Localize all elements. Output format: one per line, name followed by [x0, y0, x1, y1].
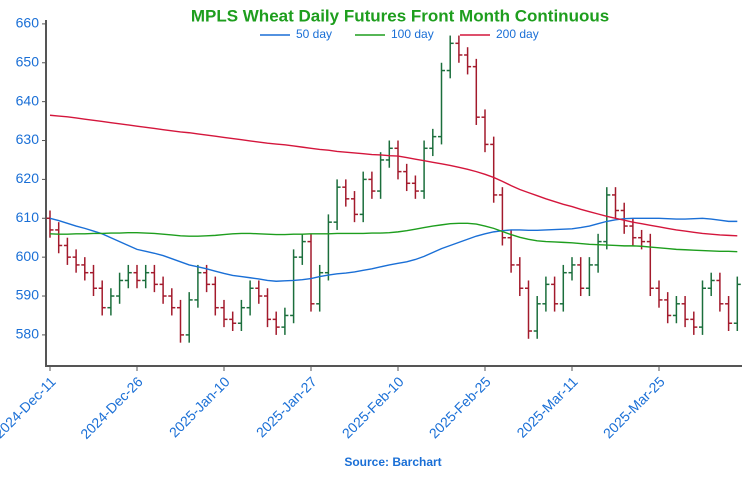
- y-tick-label: 590: [16, 287, 40, 303]
- y-tick-label: 610: [16, 209, 40, 225]
- y-tick-label: 640: [16, 92, 40, 108]
- y-tick-label: 660: [16, 15, 40, 31]
- moving-average-line: [49, 114, 738, 237]
- y-tick-label: 630: [16, 131, 40, 147]
- x-tick-label: 2024-Dec-11: [0, 373, 59, 441]
- moving-average-line: [49, 217, 738, 282]
- x-tick-label: 2024-Dec-26: [77, 373, 146, 442]
- legend-label: 100 day: [391, 27, 434, 41]
- chart-title: MPLS Wheat Daily Futures Front Month Con…: [191, 6, 609, 25]
- y-tick-label: 580: [16, 326, 40, 342]
- x-tick-label: 2025-Feb-10: [339, 373, 407, 441]
- x-tick-label: 2025-Mar-25: [600, 373, 668, 441]
- x-tick-label: 2025-Feb-25: [426, 373, 494, 441]
- moving-average-line: [49, 222, 738, 253]
- y-tick-label: 650: [16, 53, 40, 69]
- legend-label: 50 day: [296, 27, 332, 41]
- source: Source: Barchart: [344, 455, 441, 469]
- legend-label: 200 day: [496, 27, 539, 41]
- x-tick-label: 2025-Mar-11: [513, 373, 580, 440]
- x-tick-label: 2025-Jan-10: [166, 373, 233, 440]
- y-tick-label: 600: [16, 248, 40, 264]
- x-tick-label: 2025-Jan-27: [253, 373, 320, 440]
- y-tick-label: 620: [16, 170, 40, 186]
